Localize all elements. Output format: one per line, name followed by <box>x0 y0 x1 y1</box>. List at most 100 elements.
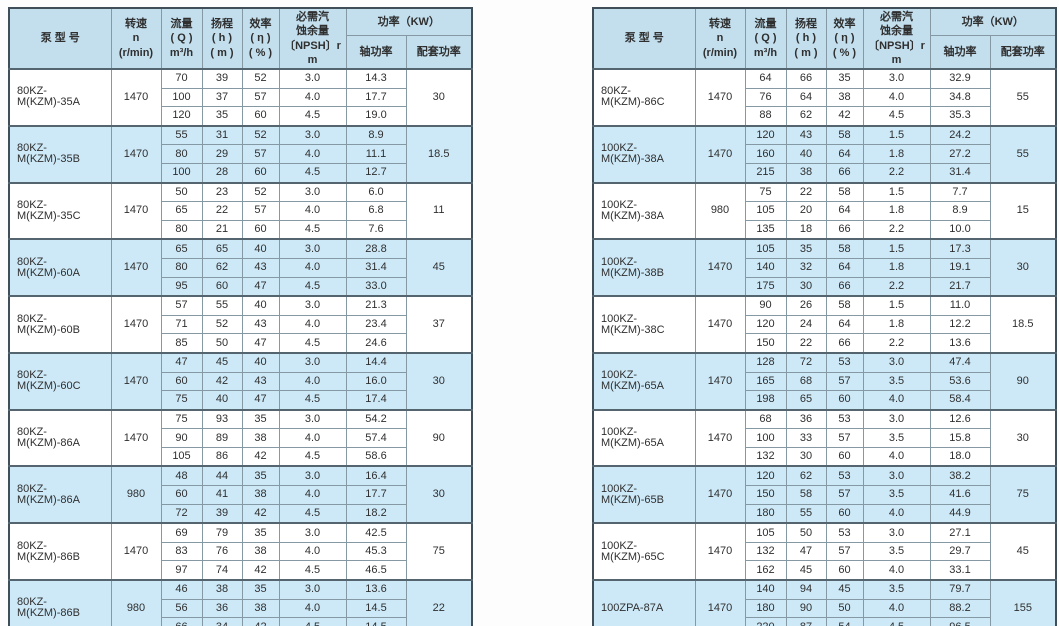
flow-cell: 90 <box>744 295 787 316</box>
npsh-cell: 4.0 <box>278 314 347 335</box>
spec-row: 80KZ-M(KZM)-60C 1470 47 45 40 3.0 14.4 30 <box>8 351 473 411</box>
head-cell: 86 <box>201 446 243 467</box>
speed-cell: 1470 <box>110 68 162 127</box>
shaft-power-cell: 8.9 <box>345 124 407 146</box>
table-body-right: 80KZ-M(KZM)-86C 1470 64 66 35 3.0 32.9 55 76 64 38… <box>592 67 1057 626</box>
col-header-speed: 转速 n (r/min) <box>694 7 746 70</box>
head-cell: 18 <box>785 219 827 240</box>
col-header-npsh: 必需汽 蚀余量 〔NPSH〕r m <box>862 7 931 70</box>
efficiency-cell: 38 <box>241 428 280 448</box>
shaft-power-cell: 27.1 <box>929 522 991 543</box>
shaft-power-cell: 33.1 <box>929 560 991 581</box>
npsh-cell: 4.5 <box>278 219 347 240</box>
col-header-flow: 流量 ( Q ) m³/h <box>744 7 787 70</box>
spec-row: 160 40 64 1.8 27.2 <box>593 144 1056 164</box>
shaft-power-cell: 14.5 <box>345 617 407 626</box>
head-cell: 22 <box>201 201 243 221</box>
head-cell: 60 <box>201 276 243 297</box>
efficiency-cell: 35 <box>825 67 864 89</box>
matched-power-cell: 30 <box>989 408 1057 467</box>
head-cell: 36 <box>201 598 243 619</box>
flow-cell: 132 <box>744 446 787 467</box>
spec-row: 150 58 57 3.5 41.6 <box>593 485 1056 505</box>
flow-cell: 65 <box>160 238 203 259</box>
matched-power-cell: 75 <box>405 522 473 581</box>
matched-power-cell: 45 <box>989 522 1057 581</box>
spec-row: 100KZ-M(KZM)-65C 1470 105 50 53 3.0 27.1 45 <box>592 522 1057 581</box>
col-header-matched-power: 配套功率 <box>989 34 1057 70</box>
col-header-head: 扬程 ( h ) ( m ) <box>201 7 243 70</box>
head-cell: 50 <box>201 333 243 354</box>
matched-power-cell: 155 <box>989 579 1057 626</box>
npsh-cell: 3.0 <box>278 124 347 146</box>
model-cell: 100KZ-M(KZM)-38C <box>592 295 696 354</box>
flow-cell: 132 <box>744 541 787 562</box>
flow-cell: 220 <box>744 617 787 626</box>
shaft-power-cell: 24.6 <box>345 333 407 354</box>
flow-cell: 55 <box>160 124 203 146</box>
shaft-power-cell: 17.4 <box>345 390 407 411</box>
npsh-cell: 3.0 <box>862 67 931 89</box>
npsh-cell: 3.0 <box>862 351 931 373</box>
col-header-npsh: 必需汽 蚀余量 〔NPSH〕r m <box>278 7 347 70</box>
efficiency-cell: 52 <box>241 124 280 146</box>
head-cell: 74 <box>201 560 243 581</box>
head-cell: 30 <box>785 276 827 297</box>
flow-cell: 75 <box>160 390 203 411</box>
head-cell: 35 <box>785 238 827 259</box>
npsh-cell: 3.0 <box>278 67 347 89</box>
spec-row: 198 65 60 4.0 58.4 <box>593 390 1056 411</box>
flow-cell: 120 <box>160 106 203 127</box>
model-cell: 80KZ-M(KZM)-60C <box>8 351 112 411</box>
head-cell: 72 <box>785 351 827 373</box>
shaft-power-cell: 7.7 <box>929 181 991 203</box>
spec-row: 100KZ-M(KZM)-38A 1470 120 43 58 1.5 24.2 55 <box>592 124 1057 184</box>
shaft-power-cell: 12.2 <box>929 314 991 335</box>
head-cell: 87 <box>785 617 827 626</box>
spec-row: 97 74 42 4.5 46.5 <box>9 560 472 581</box>
head-cell: 37 <box>201 87 243 108</box>
flow-cell: 65 <box>160 201 203 221</box>
head-cell: 47 <box>785 541 827 562</box>
head-cell: 38 <box>201 579 243 600</box>
npsh-cell: 4.5 <box>278 162 347 184</box>
flow-cell: 140 <box>744 579 787 600</box>
spec-row: 132 30 60 4.0 18.0 <box>593 446 1056 467</box>
head-cell: 79 <box>201 522 243 543</box>
npsh-cell: 3.0 <box>278 522 347 543</box>
col-header-power: 功率（KW） <box>929 7 1057 36</box>
head-cell: 22 <box>785 333 827 354</box>
shaft-power-cell: 17.7 <box>345 485 407 505</box>
npsh-cell: 3.5 <box>862 371 931 392</box>
npsh-cell: 4.0 <box>278 371 347 392</box>
table-body-left: 80KZ-M(KZM)-35A 1470 70 39 52 3.0 14.3 30 100 37 5… <box>8 67 473 626</box>
spec-row: 80KZ-M(KZM)-35B 1470 55 31 52 3.0 8.9 18.5 <box>8 124 473 184</box>
shaft-power-cell: 46.5 <box>345 560 407 581</box>
flow-cell: 100 <box>160 162 203 184</box>
efficiency-cell: 47 <box>241 333 280 354</box>
model-cell: 100KZ-M(KZM)-38A <box>592 181 696 240</box>
efficiency-cell: 58 <box>825 295 864 316</box>
speed-cell: 1470 <box>110 181 162 240</box>
flow-cell: 75 <box>160 408 203 430</box>
spec-row: 135 18 66 2.2 10.0 <box>593 219 1056 240</box>
npsh-cell: 3.0 <box>278 351 347 373</box>
flow-cell: 60 <box>160 371 203 392</box>
shaft-power-cell: 96.5 <box>929 617 991 626</box>
spec-row: 80KZ-M(KZM)-35C 1470 50 23 52 3.0 6.0 11 <box>8 181 473 240</box>
speed-cell: 1470 <box>110 351 162 411</box>
spec-row: 60 42 43 4.0 16.0 <box>9 371 472 392</box>
model-cell: 80KZ-M(KZM)-35B <box>8 124 112 184</box>
spec-row: 120 24 64 1.8 12.2 <box>593 314 1056 335</box>
efficiency-cell: 57 <box>825 541 864 562</box>
efficiency-cell: 38 <box>241 541 280 562</box>
spec-row: 95 60 47 4.5 33.0 <box>9 276 472 297</box>
flow-cell: 162 <box>744 560 787 581</box>
efficiency-cell: 64 <box>825 314 864 335</box>
npsh-cell: 3.5 <box>862 485 931 505</box>
efficiency-cell: 57 <box>241 144 280 164</box>
head-cell: 36 <box>785 408 827 430</box>
head-cell: 62 <box>201 257 243 278</box>
npsh-cell: 1.5 <box>862 238 931 259</box>
efficiency-cell: 57 <box>825 485 864 505</box>
